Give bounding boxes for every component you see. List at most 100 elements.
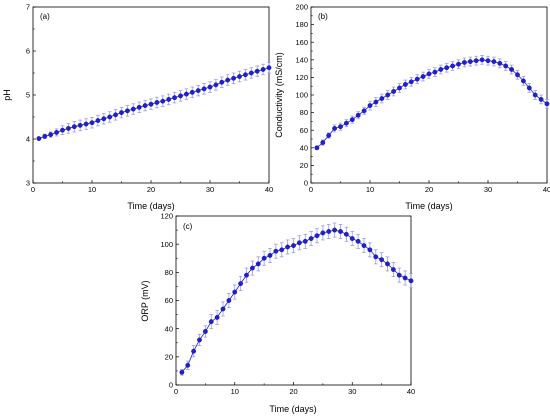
panel-b-data-point (544, 101, 550, 107)
panel-c-error-bars (180, 222, 413, 376)
panel-b-data-point (491, 59, 497, 64)
panel-a-data-point (201, 86, 207, 92)
panel-c-data-point (408, 278, 414, 284)
panel-b-x-tick-label: 20 (425, 185, 433, 194)
panel-a-y-axis-title: pH (2, 89, 12, 101)
panel-c-y-tick-label: 80 (165, 268, 173, 277)
panel-b-data-point (349, 117, 355, 123)
panel-a-data-point (36, 136, 42, 141)
panel-b-data-point (467, 59, 473, 64)
panel-a-tag: (a) (40, 12, 50, 21)
panel-a-data-point (219, 79, 225, 85)
panel-a-error-bars (37, 62, 271, 141)
panel-b-data-point (444, 65, 450, 71)
panel-a-data-point (148, 101, 154, 107)
panel-c-data-point (261, 255, 267, 261)
panel-b-data-point (538, 97, 544, 102)
panel-b-x-axis-title: Time (days) (405, 201, 452, 211)
panel-a-data-point (160, 98, 166, 104)
panel-b-data-point (397, 85, 402, 91)
panel-b-conductivity-chart: (b) Time (days) Conductivity (mS/cm) 0 10… (274, 3, 550, 211)
panel-a-markers (36, 65, 272, 141)
panel-a-data-point (101, 116, 107, 122)
panel-b-data-point (420, 74, 426, 79)
panel-c-data-point (208, 319, 214, 325)
panel-b-y-tick-label: 80 (300, 108, 308, 117)
panel-b-x-tick-label: 10 (366, 185, 374, 194)
panel-c-data-point (220, 306, 226, 312)
panel-c-data-point (332, 227, 338, 233)
panel-b-data-point (373, 99, 379, 105)
panel-a-data-point (189, 89, 195, 95)
panel-b-data-point (485, 58, 491, 64)
panel-b-y-tick-label: 200 (295, 3, 308, 12)
panel-b-y-tick-label: 20 (300, 161, 308, 170)
panel-b-data-point (515, 72, 520, 78)
panel-b-data-point (361, 108, 367, 114)
panel-c-series-line (181, 229, 412, 373)
panel-c-data-point (379, 257, 385, 263)
panel-b-data-point (326, 133, 332, 138)
panel-c-data-point (373, 254, 379, 260)
panel-a-data-point (242, 72, 248, 78)
panel-a-data-point (172, 95, 178, 101)
panel-a-x-axis-title: Time (days) (127, 201, 174, 211)
panel-b-data-point (391, 89, 396, 94)
panel-a-data-point (213, 82, 219, 88)
panel-a-x-tick-label: 40 (265, 185, 273, 194)
panel-b-data-point (526, 85, 532, 91)
panel-b-data-point (497, 60, 503, 66)
panel-b-data-point (385, 92, 391, 98)
panel-a-data-point (136, 104, 142, 110)
panel-c-y-tick-label: 60 (165, 296, 173, 305)
panel-c-x-tick-label: 0 (174, 387, 178, 396)
panel-c-y-tick-label: 100 (160, 240, 173, 249)
panel-c-tag: (c) (183, 222, 193, 231)
panel-b-data-point (503, 63, 509, 69)
panel-a-y-tick-label: 6 (26, 47, 30, 56)
panel-c-data-point (355, 238, 361, 244)
panel-b-data-point (343, 120, 349, 126)
panel-c-markers (179, 227, 414, 375)
panel-c-data-point (361, 243, 367, 248)
panel-a-data-point (237, 74, 242, 79)
panel-b-data-point (414, 76, 420, 82)
panel-c-data-point (296, 240, 302, 246)
panel-a-data-point (183, 91, 189, 97)
panel-b-data-point (426, 71, 432, 77)
panel-a-data-point (48, 132, 54, 138)
panel-b-data-point (473, 58, 479, 64)
panel-a-ph-chart: (a) Time (days) pH 0 10 20 30 40 3 4 5 6 7 (2, 3, 273, 211)
panel-a-y-tick-label: 5 (26, 91, 30, 100)
panel-b-y-tick-label: 40 (300, 143, 308, 152)
panel-c-data-point (338, 229, 343, 234)
panel-a-data-point (113, 112, 119, 118)
panel-c-data-point (244, 272, 249, 278)
panel-a-data-point (60, 127, 65, 133)
panel-b-data-point (379, 96, 385, 101)
panel-c-data-point (396, 272, 402, 278)
panel-a-x-tick-label: 0 (31, 185, 35, 194)
panel-c-y-axis-title: ORP (mV) (140, 280, 150, 321)
panel-a-series-line (38, 67, 270, 139)
panel-c-data-point (302, 238, 308, 244)
panel-c-data-point (255, 261, 261, 267)
panel-a-data-point (166, 97, 172, 102)
panel-b-data-point (521, 78, 526, 84)
panel-b-y-tick-label: 140 (295, 55, 308, 64)
panel-a-data-point (260, 67, 266, 72)
panel-c-data-point (249, 265, 255, 271)
panel-b-data-point (355, 112, 361, 118)
panel-b-data-point (367, 103, 373, 108)
panel-b-data-point (461, 60, 467, 65)
panel-a-data-point (89, 120, 95, 126)
panel-c-y-tick-label: 40 (165, 324, 173, 333)
panel-c-data-point (385, 261, 390, 267)
panel-c-data-point (214, 314, 220, 320)
panel-a-data-point (178, 93, 183, 99)
panel-c-y-tick-label: 20 (165, 352, 173, 361)
panel-c-data-point (273, 248, 279, 254)
panel-b-data-point (450, 63, 455, 69)
panel-a-ticks: 0 10 20 30 40 3 4 5 6 7 (26, 3, 273, 194)
panel-c-ticks: 0 10 20 30 40 0 20 40 60 80 100 120 (160, 212, 415, 396)
